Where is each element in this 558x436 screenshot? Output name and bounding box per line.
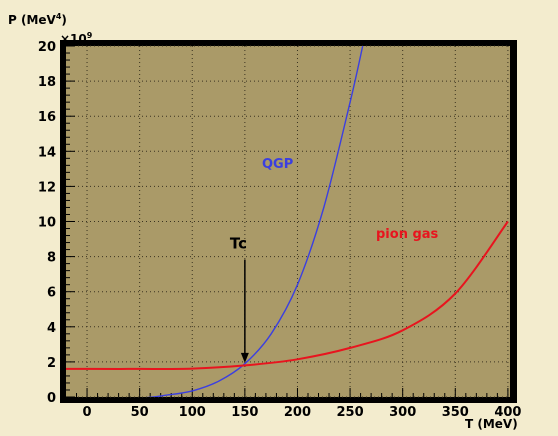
plot-area — [66, 46, 510, 397]
pion-gas-label: pion gas — [376, 227, 439, 242]
y-axis-label: P (MeV4) — [8, 12, 67, 27]
y-tick-label: 16 — [38, 110, 56, 125]
y-tick-label: 0 — [47, 391, 56, 406]
x-tick-label: 0 — [83, 405, 92, 420]
axis-ticks — [66, 45, 509, 398]
y-tick-label: 2 — [47, 356, 56, 371]
y-tick-label: 20 — [38, 40, 56, 55]
y-tick-labels: 0 2 4 6 8 10 12 14 16 18 20 — [38, 40, 56, 406]
y-tick-label: 10 — [38, 216, 56, 231]
x-tick-label: 100 — [179, 405, 206, 420]
tc-arrow-head — [240, 352, 249, 363]
qgp-line — [146, 46, 364, 397]
tc-annotation-label: Tc — [230, 235, 247, 253]
x-tick-label: 400 — [494, 405, 521, 420]
x-tick-label: 200 — [284, 405, 311, 420]
y-tick-label: 12 — [38, 180, 56, 195]
x-tick-label: 150 — [231, 405, 258, 420]
y-tick-label: 6 — [47, 286, 56, 301]
x-tick-label: 350 — [442, 405, 469, 420]
pion-gas-line — [66, 220, 509, 370]
series-lines: QGP pion gas — [66, 46, 509, 397]
y-tick-label: 8 — [47, 251, 56, 266]
y-tick-label: 14 — [38, 145, 56, 160]
x-axis-label: T (MeV) — [465, 417, 518, 431]
qgp-label: QGP — [262, 157, 293, 172]
x-tick-labels: 0 50 100 150 200 250 300 350 400 — [83, 405, 522, 420]
x-tick-label: 250 — [337, 405, 364, 420]
y-tick-label: 4 — [47, 321, 56, 336]
y-tick-label: 18 — [38, 75, 56, 90]
x-tick-label: 300 — [389, 405, 416, 420]
y-axis-multiplier: ×109 — [60, 31, 93, 46]
annotations: Tc — [230, 235, 249, 363]
x-tick-label: 50 — [131, 405, 149, 420]
